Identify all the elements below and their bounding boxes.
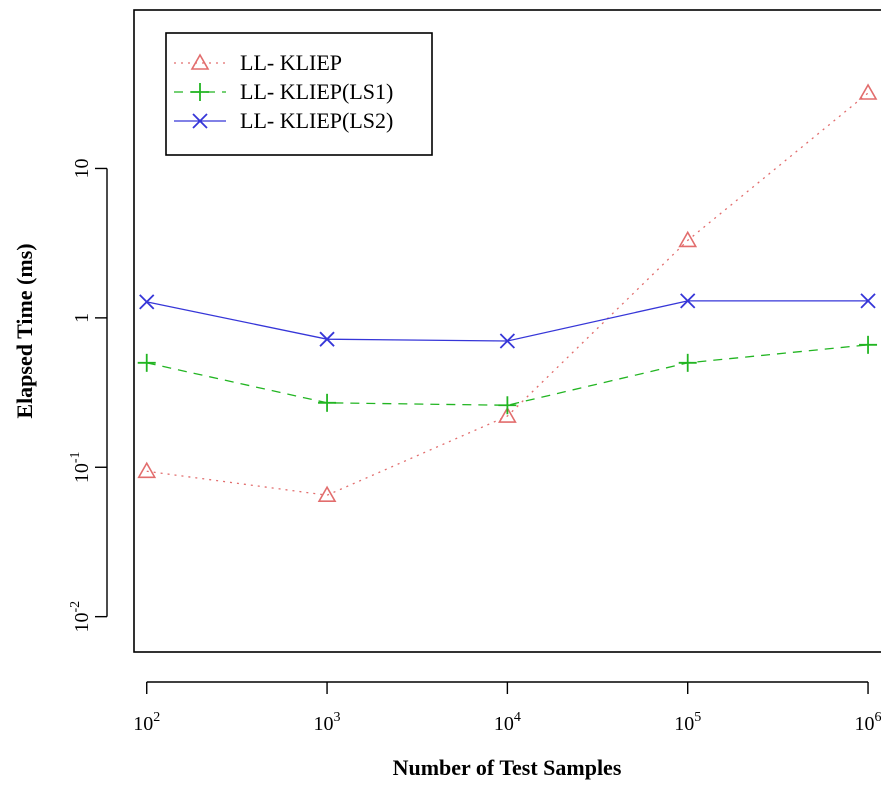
series-1 — [138, 336, 877, 414]
legend-label-1: LL- KLIEP(LS1) — [240, 79, 393, 104]
y-tick-label-0: 10-2 — [68, 601, 93, 633]
series-2 — [140, 294, 875, 348]
legend-label-0: LL- KLIEP — [240, 50, 342, 75]
series-2-line — [147, 301, 868, 341]
series-1-point-4 — [859, 336, 877, 354]
series-1-point-1 — [318, 394, 336, 412]
series-1-point-2 — [498, 396, 516, 414]
series-1-point-3 — [679, 354, 697, 372]
y-tick-label-1: 10-1 — [68, 451, 93, 483]
x-tick-label-1: 103 — [314, 710, 341, 735]
series-2-point-0 — [140, 295, 154, 309]
x-tick-label-2: 104 — [494, 710, 521, 735]
legend-label-2: LL- KLIEP(LS2) — [240, 108, 393, 133]
y-tick-label-3: 10 — [71, 158, 93, 178]
series-0-point-3 — [680, 232, 696, 246]
y-axis-title: Elapsed Time (ms) — [12, 243, 37, 418]
series-0-point-4 — [860, 85, 876, 99]
x-tick-label-3: 105 — [674, 710, 701, 735]
series-1-point-0 — [138, 354, 156, 372]
legend: LL- KLIEP LL- KLIEP(LS1) LL- KLIEP(LS2) — [166, 33, 432, 155]
x-tick-label-0: 102 — [133, 710, 160, 735]
series-1-line — [147, 345, 868, 405]
series-0-point-0 — [139, 463, 155, 477]
y-tick-label-2: 1 — [71, 313, 93, 323]
x-tick-label-4: 106 — [855, 710, 881, 735]
x-axis-title: Number of Test Samples — [393, 755, 622, 780]
